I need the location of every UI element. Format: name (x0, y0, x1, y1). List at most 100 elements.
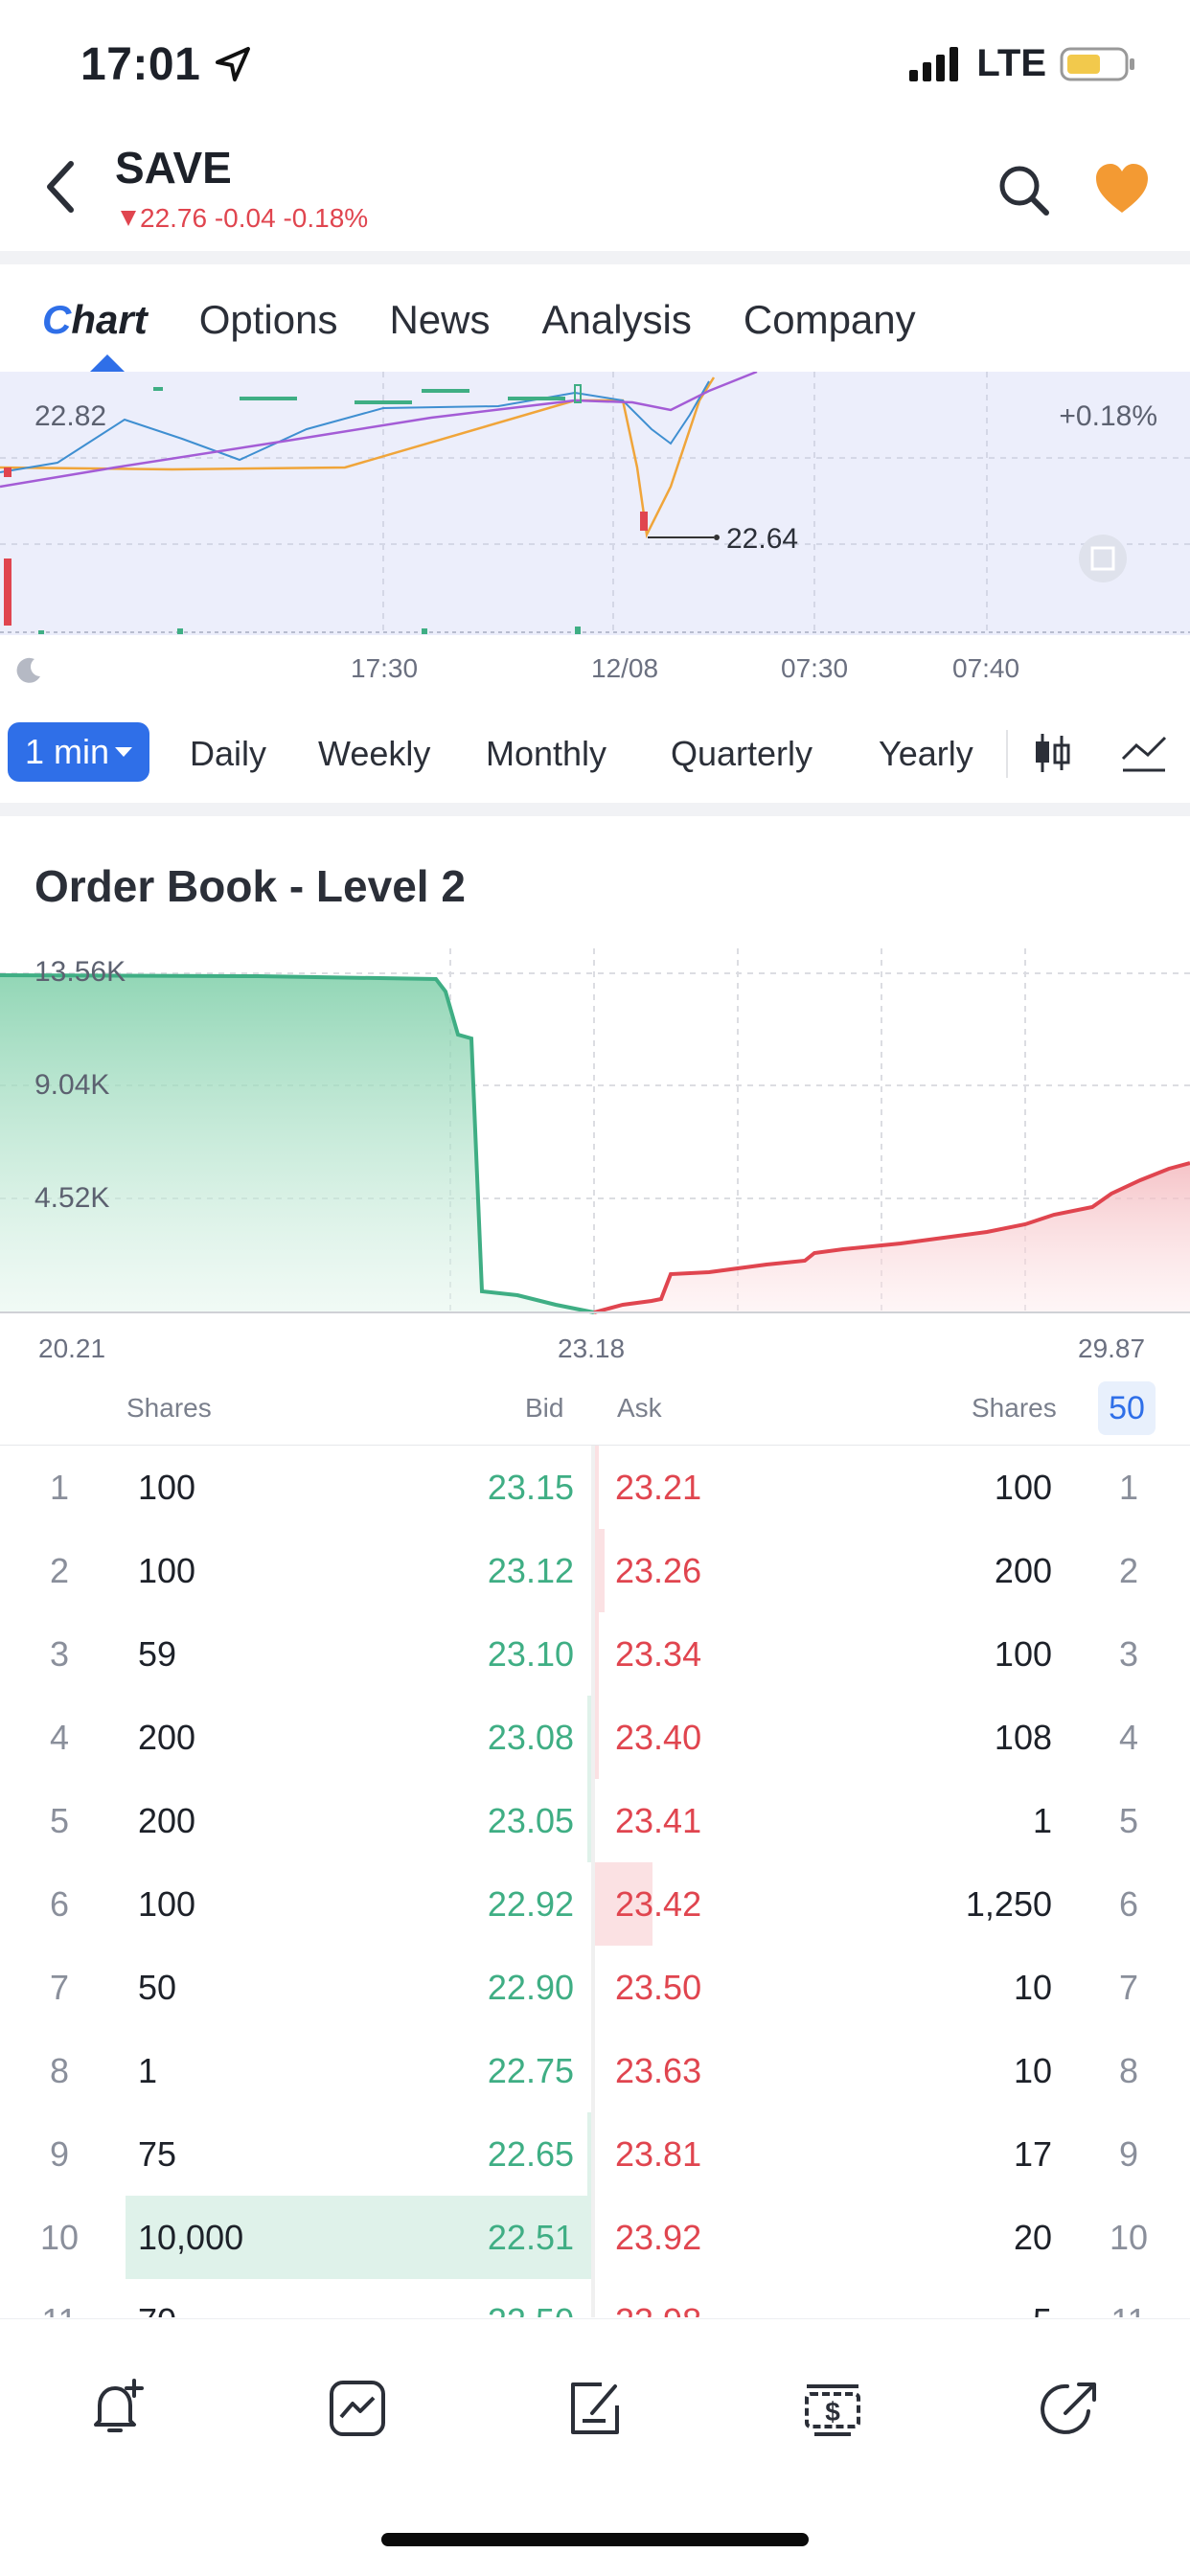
row-divider (591, 1696, 595, 1779)
bid-level: 11 (0, 2301, 119, 2317)
ask-price: 23.26 (615, 1551, 702, 1590)
edit-icon[interactable] (563, 2377, 627, 2440)
order-book-rows: 1 100 23.15 23.21 100 1 2 100 23.12 23.26 200 2 3 59 2… (0, 1446, 1190, 2317)
caret-down-icon (115, 747, 133, 757)
bid-level: 5 (49, 1801, 70, 1840)
price-tick-mid: 23.18 (558, 1334, 626, 1363)
clock-text: 17:01 (80, 39, 201, 90)
line-chart-icon[interactable] (1121, 732, 1167, 774)
bid-volume-bar (587, 2112, 591, 2196)
quote-text: 22.76 -0.04 -0.18% (140, 203, 369, 233)
time-tick: 17:30 (351, 653, 419, 683)
order-book-row: 7 50 22.90 23.50 10 7 (0, 1946, 1190, 2029)
period-monthly[interactable]: Monthly (486, 734, 607, 773)
ask-level: 9 (1118, 2134, 1139, 2174)
ask-price: 23.98 (615, 2301, 701, 2317)
price-tick-low: 20.21 (38, 1334, 106, 1363)
ask-level: 6 (1118, 1884, 1139, 1924)
watchlist-button[interactable] (1094, 163, 1150, 219)
ask-price: 23.92 (615, 2218, 702, 2257)
status-indicators: LTE (909, 42, 1136, 85)
order-book-row: 10 10,000 22.51 23.92 20 10 (0, 2196, 1190, 2279)
depth-chart[interactable]: 13.56K 9.04K 4.52K (0, 948, 1190, 1314)
order-book-row: 11 70 22.50 23.98 5 11 (0, 2279, 1190, 2317)
tab-chart[interactable]: Chart (42, 297, 148, 343)
depth-selector[interactable]: 50 (1098, 1381, 1156, 1435)
tab-options[interactable]: Options (198, 297, 338, 342)
price-tick-high: 29.87 (1078, 1334, 1146, 1363)
cash-icon[interactable]: $ (801, 2377, 864, 2440)
bid-shares: 1 (138, 2051, 158, 2090)
share-icon[interactable] (1039, 2377, 1102, 2440)
battery-icon (1060, 47, 1134, 80)
period-daily[interactable]: Daily (190, 734, 267, 773)
bid-shares: 70 (138, 2301, 176, 2317)
search-button[interactable] (996, 163, 1050, 221)
bid-volume-bar (587, 1696, 591, 1779)
bid-price: 22.92 (487, 1884, 574, 1924)
intraday-chart[interactable]: 22.82 +0.18% 22.64 (0, 372, 1190, 635)
ask-volume-bar (595, 1529, 605, 1612)
tab-news[interactable]: News (389, 297, 491, 342)
ask-level: 10 (1109, 2218, 1149, 2257)
order-book-row: 9 75 22.65 23.81 17 9 (0, 2112, 1190, 2196)
back-button[interactable] (38, 158, 86, 216)
row-divider (591, 2112, 595, 2196)
ask-level: 4 (1118, 1718, 1139, 1757)
bid-level: 4 (49, 1718, 70, 1757)
depth-chart-svg (0, 948, 1190, 1314)
col-bid-shares: Shares (126, 1393, 212, 1423)
period-yearly[interactable]: Yearly (879, 734, 973, 773)
bid-depth-line (0, 973, 595, 1314)
period-quarterly[interactable]: Quarterly (671, 734, 813, 773)
bid-level: 9 (49, 2134, 70, 2174)
price-line (0, 376, 716, 539)
ask-volume-bar (595, 1446, 599, 1529)
tab-company[interactable]: Company (743, 297, 916, 342)
bid-level: 3 (49, 1634, 70, 1674)
header-separator (0, 251, 1190, 264)
ask-shares: 20 (1013, 2218, 1052, 2257)
down-triangle-icon (121, 211, 136, 226)
bid-price: 22.65 (487, 2134, 574, 2174)
tab-chart-lead: C (42, 297, 72, 342)
ask-price: 23.21 (615, 1468, 702, 1507)
col-bid: Bid (525, 1393, 564, 1423)
col-ask: Ask (617, 1393, 662, 1423)
bell-plus-icon[interactable] (86, 2377, 149, 2440)
intraday-chart-svg (0, 372, 1190, 635)
chart-icon[interactable] (326, 2377, 389, 2440)
bid-shares: 50 (138, 1968, 177, 2007)
status-time: 17:01 (80, 38, 252, 91)
bid-price: 22.51 (487, 2218, 574, 2257)
tab-chart-label: hart (71, 297, 148, 342)
chart-change-label: +0.18% (1059, 400, 1157, 432)
candlestick-icon[interactable] (1031, 730, 1073, 776)
ask-shares: 100 (994, 1634, 1052, 1674)
time-tick: 12/08 (591, 653, 659, 683)
ask-price: 23.42 (615, 1884, 702, 1924)
bid-shares: 10,000 (138, 2218, 244, 2257)
ask-level: 1 (1118, 1468, 1139, 1507)
bid-level: 8 (49, 2051, 70, 2090)
row-divider (591, 2196, 595, 2279)
tab-analysis[interactable]: Analysis (541, 297, 692, 342)
bid-level: 10 (39, 2218, 80, 2257)
ask-level: 2 (1118, 1551, 1139, 1590)
ask-shares: 108 (994, 1718, 1052, 1757)
depth-y-tick: 13.56K (34, 956, 126, 988)
heart-icon (1096, 164, 1148, 213)
period-weekly[interactable]: Weekly (318, 734, 431, 773)
bid-price: 23.15 (487, 1468, 574, 1507)
ask-volume-bar (595, 1612, 599, 1696)
svg-text:$: $ (825, 2397, 840, 2427)
order-book-row: 5 200 23.05 23.41 1 5 (0, 1779, 1190, 1862)
ask-shares: 200 (994, 1551, 1052, 1590)
chart-high-label: 22.82 (34, 400, 107, 432)
time-tick: 07:40 (952, 653, 1020, 683)
ask-shares: 5 (1033, 2301, 1052, 2317)
bid-price: 23.12 (487, 1551, 574, 1590)
interval-dropdown[interactable]: 1 min (8, 722, 149, 782)
order-book-row: 6 100 22.92 23.42 1,250 6 (0, 1862, 1190, 1946)
chart-low-label: 22.64 (726, 523, 799, 555)
